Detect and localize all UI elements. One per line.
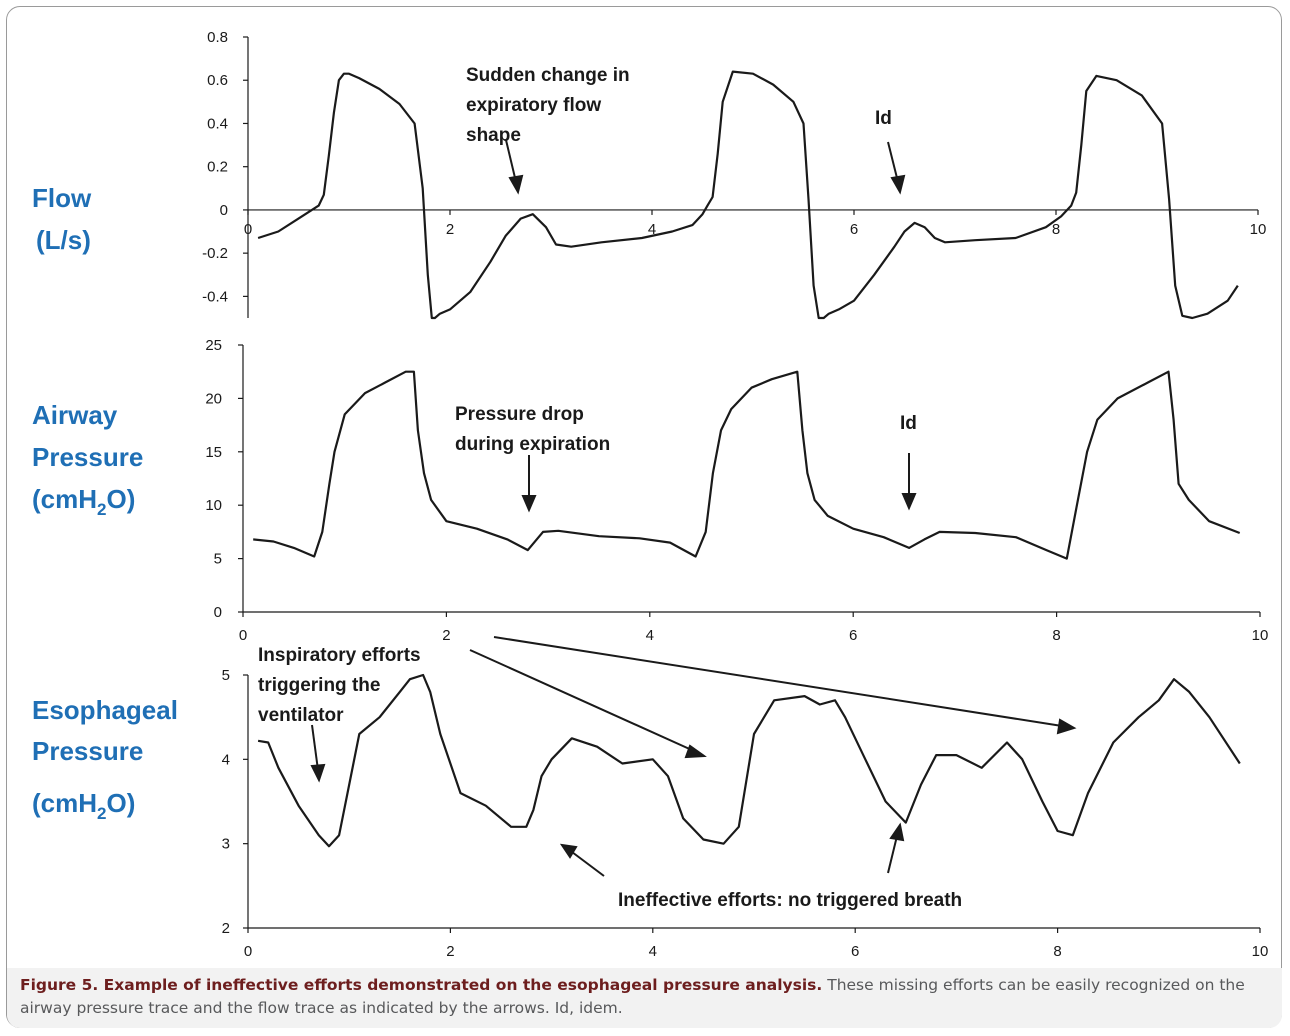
airway-x-tick-label: 8 xyxy=(1052,627,1060,644)
flow-x-tick-label: 6 xyxy=(850,221,858,238)
airway-unit-prefix: (cmH xyxy=(32,484,97,514)
airway-unit-suffix: O) xyxy=(106,484,135,514)
esophageal-x-tick-label: 10 xyxy=(1252,943,1269,960)
flow-x-tick-label: 4 xyxy=(648,221,656,238)
flow-x-tick-label: 10 xyxy=(1250,221,1267,238)
airway-x-tick-label: 4 xyxy=(646,627,654,644)
airway-y-tick-label: 10 xyxy=(205,497,222,514)
esophageal-x-tick-label: 4 xyxy=(649,943,657,960)
ineffective-arrowhead-long xyxy=(1056,718,1077,735)
airway-unit-subscript: 2 xyxy=(97,500,106,519)
paw-id-arrowhead xyxy=(901,493,917,511)
esophageal-label-line3: (cmH2O) xyxy=(32,788,135,823)
esophageal-y-tick-label: 3 xyxy=(222,836,230,853)
ineffective-arrow-long xyxy=(493,636,1063,727)
esophageal-y-tick-label: 5 xyxy=(222,667,230,684)
airway-label-line2: Pressure xyxy=(32,442,143,472)
flow-id-arrow xyxy=(887,141,899,183)
airway-x-tick-label: 6 xyxy=(849,627,857,644)
flow-label-line1: Flow xyxy=(32,183,92,213)
esophageal-y-tick-label: 4 xyxy=(222,751,230,768)
esophageal-unit-prefix: (cmH xyxy=(32,788,97,818)
flow-y-tick-label: 0.6 xyxy=(207,72,228,89)
esophageal-x-tick-label: 2 xyxy=(446,943,454,960)
airway-trace xyxy=(253,370,1241,560)
flow-change-arrow xyxy=(505,139,517,183)
flow-trace xyxy=(257,70,1239,320)
flow-x-tick-label: 2 xyxy=(446,221,454,238)
airway-y-tick-label: 15 xyxy=(205,444,222,461)
airway-y-tick-label: 20 xyxy=(205,390,222,407)
esophageal-unit-subscript: 2 xyxy=(97,804,106,823)
airway-x-tick-label: 2 xyxy=(442,627,450,644)
ineffective-arrow-left xyxy=(571,851,605,877)
esophageal-unit-suffix: O) xyxy=(106,788,135,818)
flow-change-arrowhead xyxy=(508,174,524,195)
insp-effort-arrowhead xyxy=(310,763,326,783)
esophageal-label-line2: Pressure xyxy=(32,736,143,766)
caption-text: These missing efforts can be easily reco… xyxy=(20,976,1245,1017)
esophageal-y-tick-label: 2 xyxy=(222,920,230,937)
flow-change-annotation-line2: expiratory flow xyxy=(466,95,601,116)
esophageal-trace xyxy=(257,673,1241,848)
paw-drop-arrowhead xyxy=(521,495,537,513)
flow-y-tick-label: -0.4 xyxy=(202,288,228,305)
flow-x-tick-label: 0 xyxy=(244,221,252,238)
esophageal-x-tick-label: 8 xyxy=(1053,943,1061,960)
airway-y-tick-label: 5 xyxy=(214,551,222,568)
flow-panel: -0.4 -0.2 0 0.2 0.4 0.6 0.8 0 2 4 6 8 10 xyxy=(202,29,1267,320)
annotation-arrows xyxy=(310,139,1077,877)
paw-drop-annotation-line2: during expiration xyxy=(455,434,610,455)
flow-id-arrowhead xyxy=(890,174,906,195)
flow-x-tick-label: 8 xyxy=(1052,221,1060,238)
ineffective-effort-annotation: Ineffective efforts: no triggered breath xyxy=(618,890,962,911)
ineffective-arrow-right xyxy=(887,835,898,874)
flow-change-annotation-line3: shape xyxy=(466,125,521,146)
airway-label-line3: (cmH2O) xyxy=(32,484,135,519)
flow-y-tick-label: 0 xyxy=(220,202,228,219)
esophageal-x-tick-label: 6 xyxy=(851,943,859,960)
ineffective-arrow-mid xyxy=(469,649,695,752)
ineffective-arrowhead-right xyxy=(889,822,905,842)
airway-x-tick-label: 0 xyxy=(239,627,247,644)
ineffective-arrowhead-left xyxy=(559,843,578,859)
flow-y-tick-label: 0.8 xyxy=(207,29,228,46)
caption-title: Figure 5. Example of ineffective efforts… xyxy=(20,976,823,994)
airway-y-tick-label: 0 xyxy=(214,604,222,621)
paw-drop-annotation-line1: Pressure drop xyxy=(455,404,584,425)
airway-y-tick-label: 25 xyxy=(205,337,222,354)
ineffective-arrowhead-mid xyxy=(684,744,707,759)
figure-caption: Figure 5. Example of ineffective efforts… xyxy=(20,974,1260,1020)
airway-x-tick-label: 10 xyxy=(1252,627,1269,644)
flow-y-tick-label: 0.2 xyxy=(207,159,228,176)
flow-y-tick-label: -0.2 xyxy=(202,245,228,262)
insp-effort-arrow xyxy=(311,724,319,771)
flow-change-annotation-line1: Sudden change in xyxy=(466,65,630,86)
flow-label-line2: (L/s) xyxy=(36,225,91,255)
flow-y-tick-label: 0.4 xyxy=(207,115,228,132)
caption-background xyxy=(7,968,1282,1028)
flow-id-annotation: Id xyxy=(875,108,892,129)
esophageal-x-tick-label: 0 xyxy=(244,943,252,960)
airway-label-line1: Airway xyxy=(32,400,118,430)
airway-panel: 0 5 10 15 20 25 0 2 4 6 8 10 xyxy=(205,337,1268,644)
paw-id-annotation: Id xyxy=(900,413,917,434)
insp-effort-annotation-line2: triggering the xyxy=(258,675,380,696)
insp-effort-annotation-line3: ventilator xyxy=(258,705,344,726)
esophageal-label-line1: Esophageal xyxy=(32,695,178,725)
insp-effort-annotation-line1: Inspiratory efforts xyxy=(258,645,421,666)
